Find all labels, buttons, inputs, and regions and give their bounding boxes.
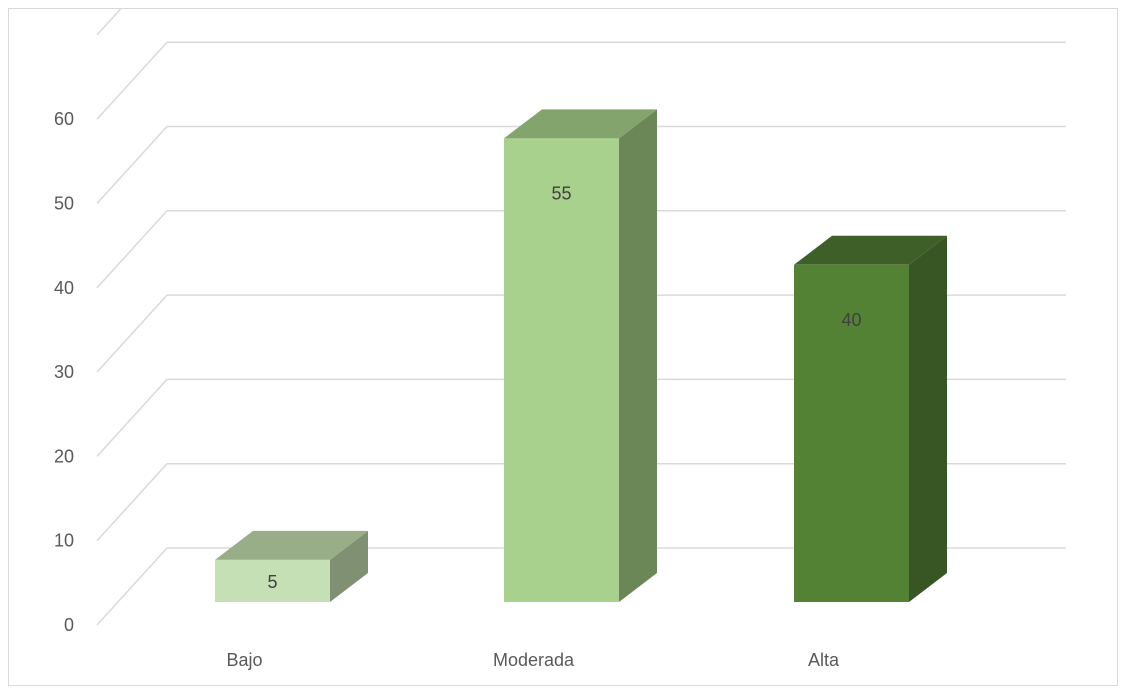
y-tick-label: 60 xyxy=(54,109,74,129)
y-tick-label: 30 xyxy=(54,362,74,382)
y-tick-label: 40 xyxy=(54,278,74,298)
bar-top-face xyxy=(504,109,657,139)
bar-chart: 0 10 20 30 40 50 60 5 Bajo 55 Moderada 40 Alta xyxy=(54,9,1066,670)
bar-side-face xyxy=(330,530,368,602)
gridline-side xyxy=(96,547,168,626)
data-label: 40 xyxy=(841,310,861,330)
gridline-side xyxy=(96,210,168,289)
bar-alta xyxy=(794,235,947,603)
y-tick-label: 50 xyxy=(54,194,74,214)
bar-top-face xyxy=(215,530,368,560)
data-label: 55 xyxy=(551,183,571,203)
y-tick-label: 20 xyxy=(54,446,74,466)
gridline-side xyxy=(96,294,168,373)
bar-front-face xyxy=(215,559,330,602)
gridline-side xyxy=(96,9,122,36)
bar-side-face xyxy=(619,109,657,602)
category-label: Moderada xyxy=(493,650,575,670)
bar-front-face xyxy=(504,138,619,602)
data-label: 5 xyxy=(267,572,277,592)
chart-frame: 0 10 20 30 40 50 60 5 Bajo 55 Moderada 40 Alta xyxy=(8,8,1118,686)
gridline-side xyxy=(96,125,168,205)
category-label: Bajo xyxy=(226,650,262,670)
bar-bajo xyxy=(215,530,368,602)
gridline-side xyxy=(96,378,168,457)
gridline-side xyxy=(96,463,168,542)
y-tick-label: 0 xyxy=(64,615,74,635)
bar-side-face xyxy=(909,235,947,603)
gridline-side xyxy=(96,41,168,120)
bar-front-face xyxy=(794,264,909,602)
bar-moderada xyxy=(504,109,657,602)
bar-top-face xyxy=(794,235,947,265)
category-label: Alta xyxy=(808,650,840,670)
y-tick-label: 10 xyxy=(54,531,74,551)
